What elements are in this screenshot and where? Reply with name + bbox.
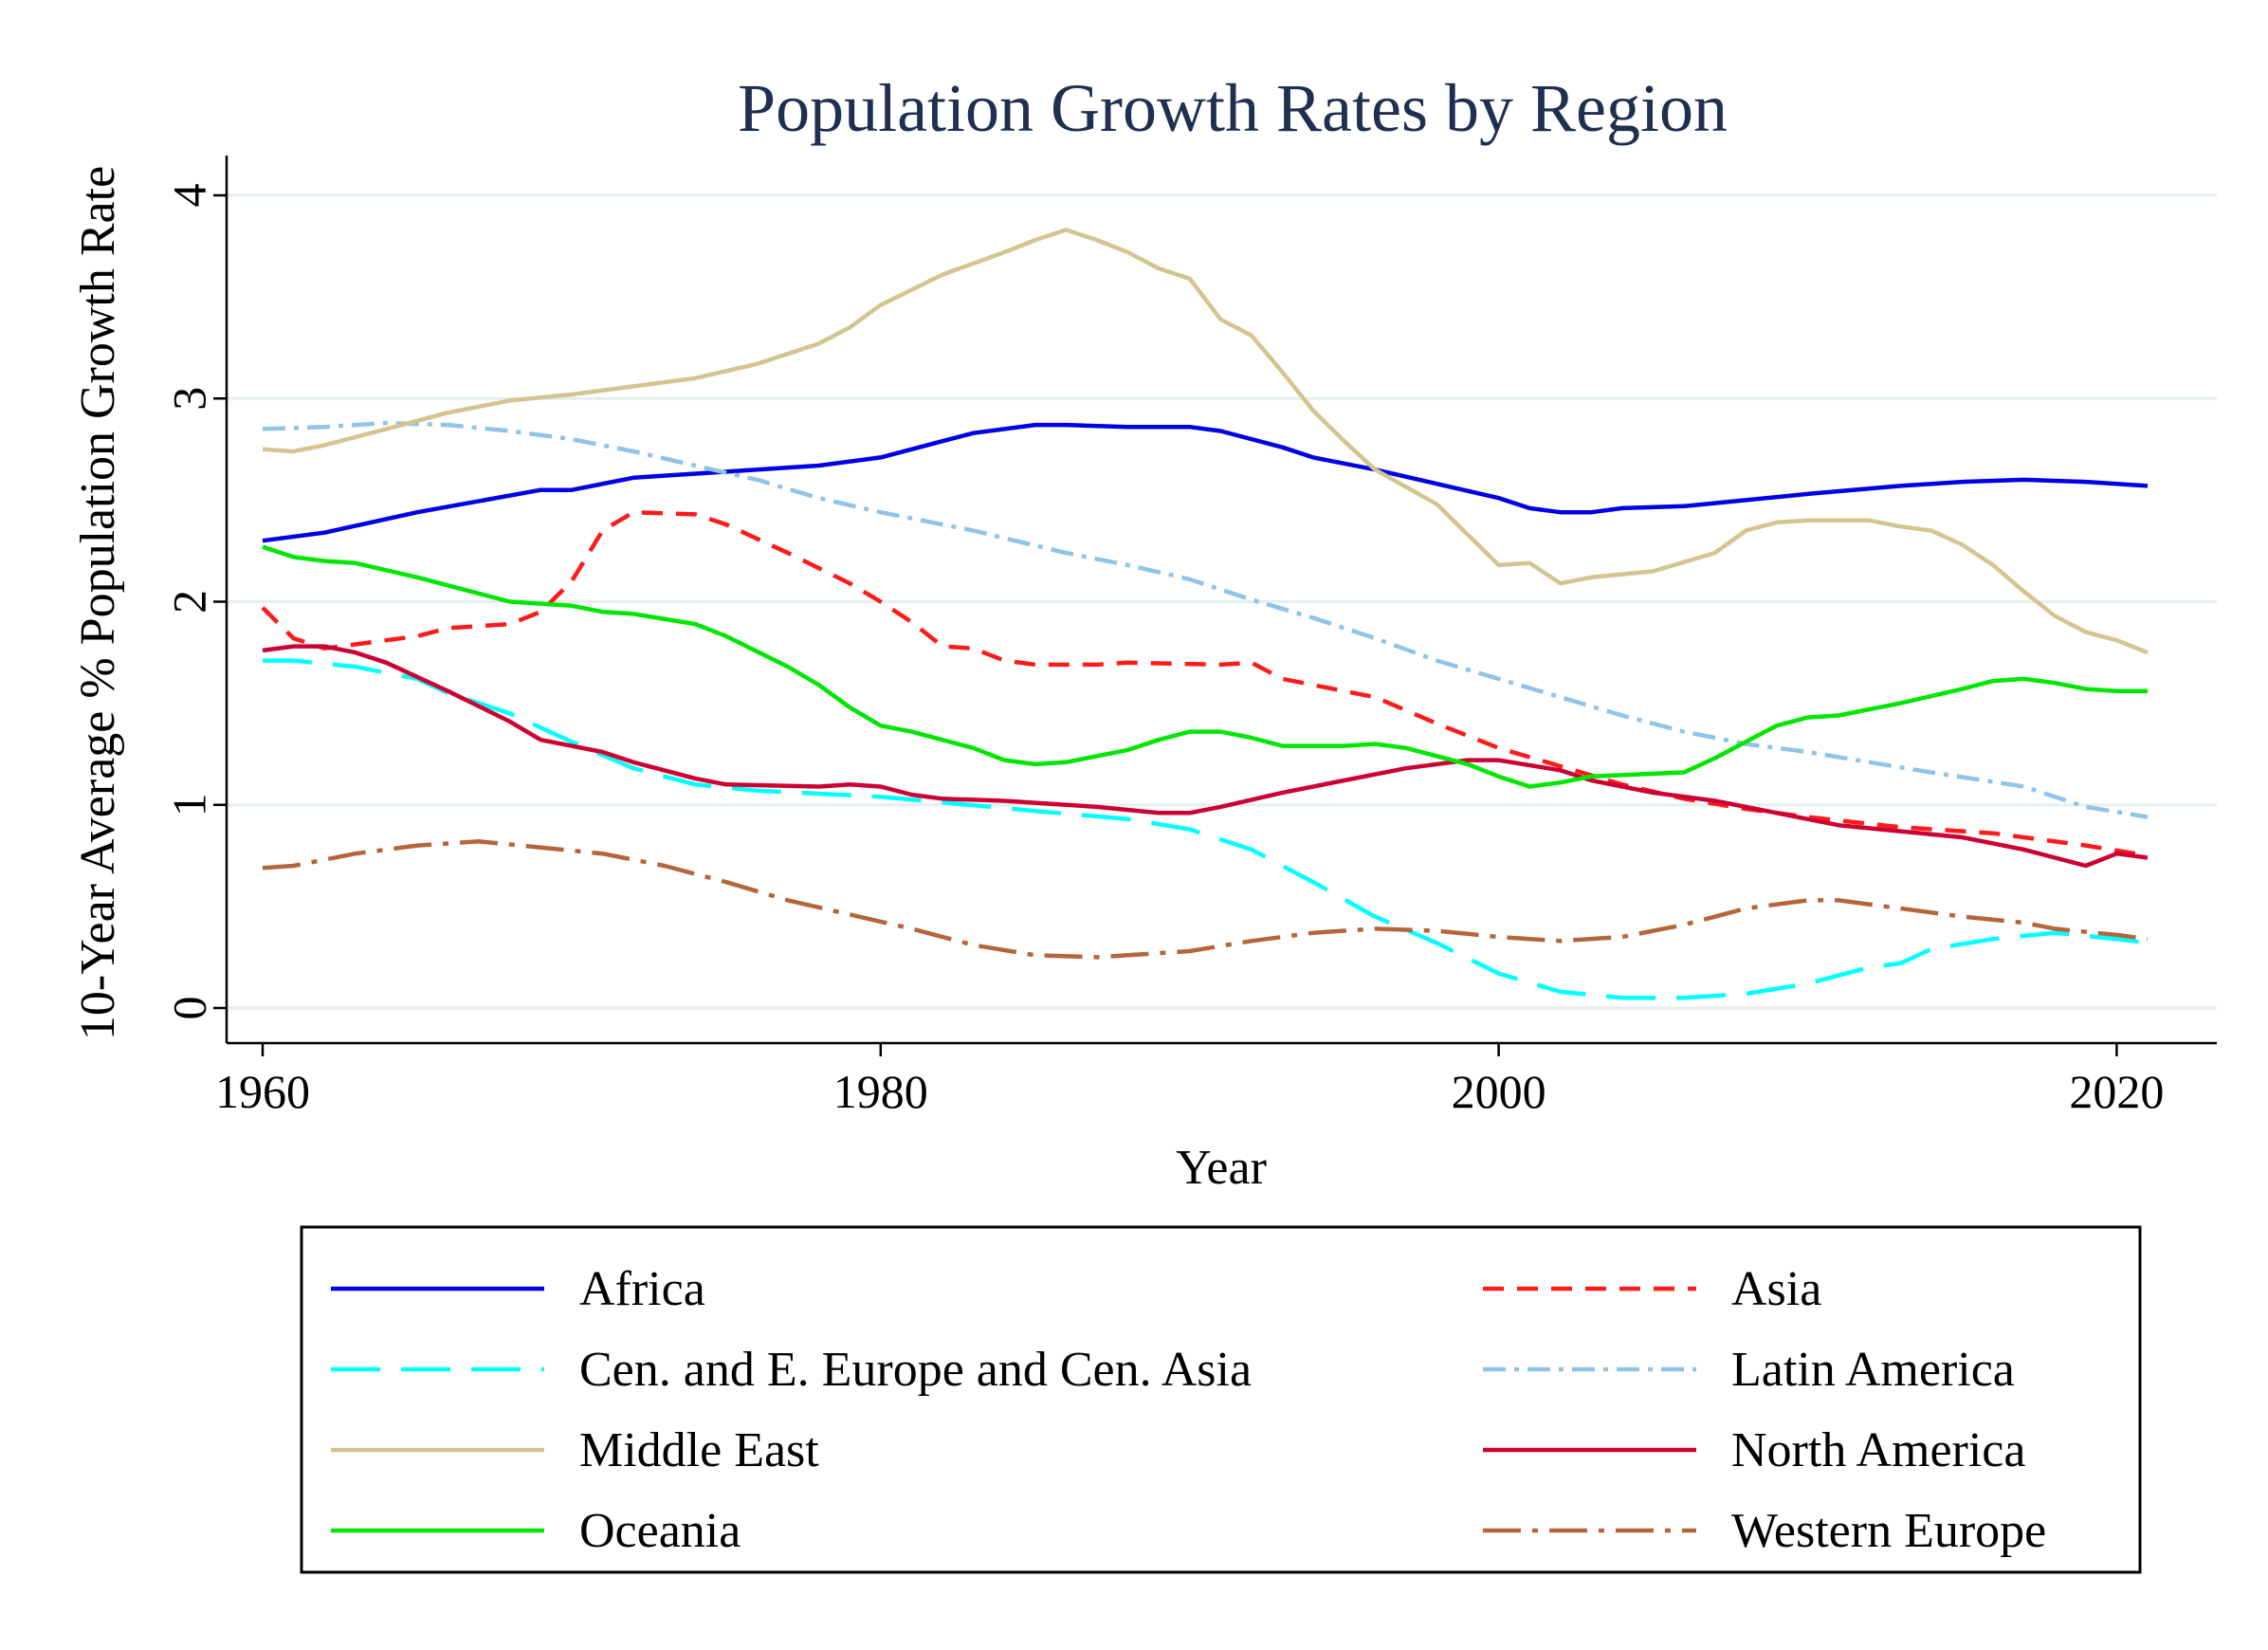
series-line-oceania bbox=[262, 544, 2148, 789]
legend-label: Western Europe bbox=[1731, 1504, 2046, 1558]
series-line-western-europe bbox=[262, 839, 2149, 960]
legend-label: North America bbox=[1731, 1423, 2025, 1477]
series-line-middle-east bbox=[262, 228, 2149, 655]
x-tick-label: 2000 bbox=[1452, 1065, 1546, 1118]
x-tick-label: 1960 bbox=[215, 1065, 310, 1118]
y-ticks: 0 1 2 3 4 bbox=[163, 184, 227, 1020]
y-tick-label: 2 bbox=[163, 590, 216, 614]
legend: Africa Asia Cen. and E. Europe and Cen. As… bbox=[300, 1225, 2142, 1574]
series-lines bbox=[261, 228, 2149, 1000]
chart-title: Population Growth Rates by Region bbox=[738, 70, 1728, 146]
legend-label: Cen. and E. Europe and Cen. Asia bbox=[579, 1343, 1252, 1397]
x-ticks: 1960 1980 2000 2020 bbox=[215, 1043, 2164, 1118]
legend-label: Latin America bbox=[1731, 1343, 2015, 1397]
y-tick-label: 3 bbox=[163, 387, 216, 411]
legend-label: Africa bbox=[579, 1262, 705, 1316]
x-tick-label: 1980 bbox=[833, 1065, 928, 1118]
y-axis-title: 10-Year Average % Population Growth Rate bbox=[71, 166, 125, 1040]
y-tick-label: 4 bbox=[163, 184, 216, 208]
x-tick-label: 2020 bbox=[2069, 1065, 2164, 1118]
gridlines bbox=[227, 193, 2217, 1010]
series-line-latin-america bbox=[262, 420, 2149, 819]
y-tick-label: 0 bbox=[163, 997, 216, 1020]
legend-box bbox=[300, 1225, 2142, 1574]
legend-label: Oceania bbox=[579, 1504, 741, 1558]
series-line-africa bbox=[262, 422, 2149, 543]
y-tick-label: 1 bbox=[163, 793, 216, 816]
legend-label: Asia bbox=[1731, 1262, 1821, 1316]
x-axis-title: Year bbox=[1176, 1141, 1267, 1195]
legend-label: Middle East bbox=[579, 1423, 819, 1477]
series-line-cen-and-e-europe-and-cen-asia bbox=[263, 658, 2149, 1000]
series-line-north-america bbox=[262, 644, 2149, 869]
series-line-asia bbox=[261, 509, 2149, 858]
axes bbox=[225, 156, 2217, 1045]
